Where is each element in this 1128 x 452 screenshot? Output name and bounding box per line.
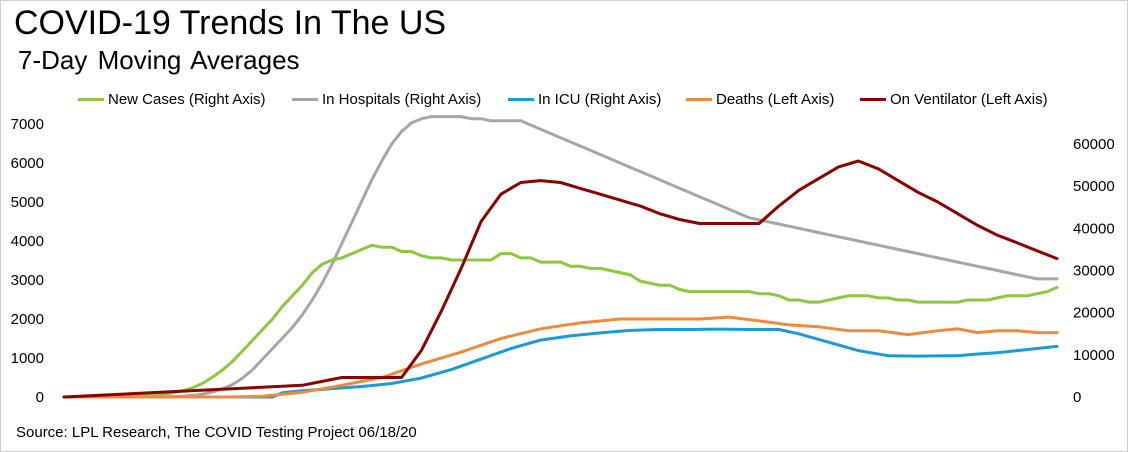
series-line-new-cases-right-axis	[62, 243, 1059, 399]
right-axis-tick-label: 60000	[1073, 136, 1115, 153]
legend-swatch-on-ventilator	[860, 97, 886, 101]
chart-legend: New Cases (Right Axis) In Hospitals (Rig…	[0, 86, 1128, 112]
legend-swatch-new-cases	[78, 97, 104, 101]
right-axis-tick-label: 30000	[1073, 263, 1115, 280]
legend-item-in-icu: In ICU (Right Axis)	[508, 86, 661, 112]
right-axis-tick-label: 10000	[1073, 347, 1115, 364]
right-axis-tick-label: 0	[1073, 389, 1081, 406]
legend-label-deaths: Deaths (Left Axis)	[716, 90, 835, 108]
legend-label-on-ventilator: On Ventilator (Left Axis)	[890, 90, 1048, 108]
legend-label-in-icu: In ICU (Right Axis)	[538, 90, 662, 108]
legend-item-deaths: Deaths (Left Axis)	[686, 86, 834, 112]
series-line-in-hospitals-right-axis	[62, 115, 1059, 399]
right-axis-tick-label: 20000	[1073, 305, 1115, 322]
legend-swatch-in-icu	[508, 97, 534, 101]
left-axis-tick-label: 5000	[11, 194, 44, 211]
legend-label-in-hospitals: In Hospitals (Right Axis)	[322, 90, 482, 108]
right-axis-tick-label: 50000	[1073, 178, 1115, 195]
left-axis-tick-label: 3000	[11, 272, 44, 289]
left-axis-tick-label: 1000	[11, 350, 44, 367]
series-line-on-ventilator-left-axis	[62, 159, 1059, 399]
chart-title: COVID-19 Trends In The US	[14, 4, 447, 42]
left-axis-tick-label: 0	[36, 389, 44, 406]
chart-subtitle: 7-Day Moving Averages	[18, 45, 300, 75]
series-line-deaths-left-axis	[62, 315, 1059, 399]
series-line-in-icu-right-axis	[62, 327, 1059, 399]
legend-item-on-ventilator: On Ventilator (Left Axis)	[860, 86, 1048, 112]
left-axis-tick-label: 7000	[11, 116, 44, 133]
right-axis-tick-label: 40000	[1073, 220, 1115, 237]
source-note: Source: LPL Research, The COVID Testing …	[16, 424, 417, 441]
legend-swatch-in-hospitals	[292, 97, 318, 101]
left-axis-tick-label: 2000	[11, 311, 44, 328]
legend-swatch-deaths	[686, 97, 712, 101]
legend-item-in-hospitals: In Hospitals (Right Axis)	[292, 86, 481, 112]
legend-item-new-cases: New Cases (Right Axis)	[78, 86, 266, 112]
left-axis-tick-label: 6000	[11, 155, 44, 172]
left-axis-tick-label: 4000	[11, 233, 44, 250]
legend-label-new-cases: New Cases (Right Axis)	[108, 90, 266, 108]
